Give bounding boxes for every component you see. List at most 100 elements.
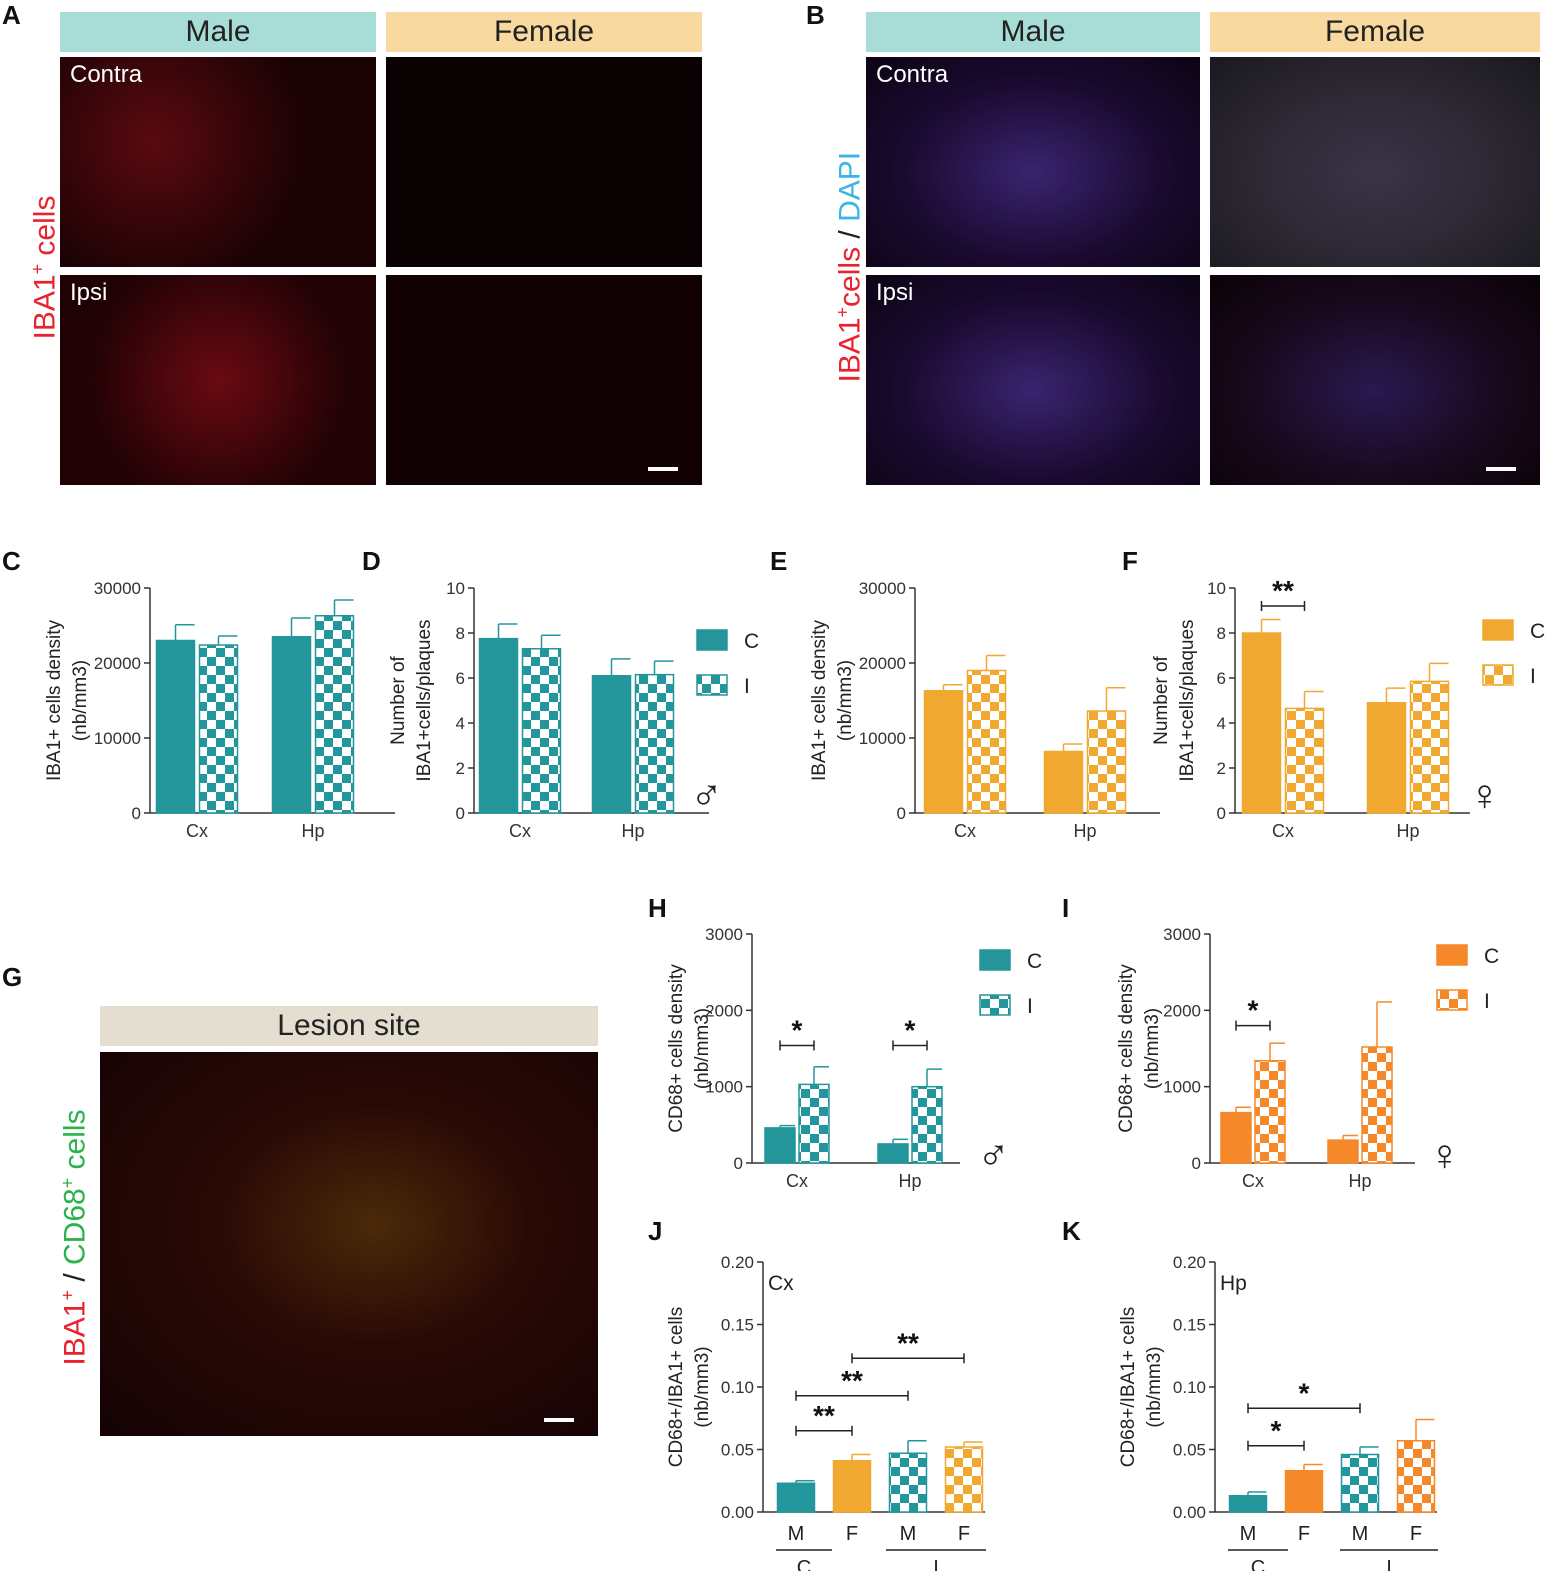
y-tick-label: 10000 (859, 729, 906, 748)
y-tick-label: 0 (132, 804, 141, 823)
y-axis-label: (nb/mm3) (70, 660, 91, 741)
bar (798, 1083, 830, 1164)
group-label: I (1386, 1557, 1392, 1571)
x-tick-label: M (1352, 1523, 1369, 1545)
bar (832, 1460, 872, 1513)
micrograph-a-male-ipsi: Ipsi (60, 275, 376, 485)
bar (1409, 680, 1450, 814)
legend-swatch (979, 994, 1011, 1016)
significance-label: * (792, 1014, 803, 1045)
bar (478, 637, 519, 814)
bar (1220, 1111, 1252, 1164)
chart-i: I 0 1000 2000 3000 CD68+ cells density (nb/mm3… (1062, 893, 1499, 1191)
y-tick-label: 0 (1217, 804, 1226, 823)
bar (764, 1127, 796, 1164)
bar (1284, 1470, 1324, 1513)
group-label: C (1251, 1557, 1265, 1571)
group-label: I (933, 1557, 939, 1571)
scale-bar (544, 1418, 574, 1422)
chart-e: E 0 10000 20000 30000 IBA1+ cells density (nb/… (770, 546, 1160, 841)
x-tick-label: Cx (509, 821, 531, 841)
legend-label: I (744, 675, 750, 698)
legend-label: C (744, 630, 759, 653)
micrograph-a-female-contra (386, 57, 702, 267)
x-tick-label: F (1298, 1523, 1310, 1545)
panel-letter-i: I (1062, 893, 1069, 923)
y-tick-label: 0.15 (721, 1316, 754, 1335)
panel-letter-d: D (362, 546, 381, 576)
panel-letter-g: G (2, 962, 23, 992)
legend-swatch (1482, 664, 1514, 686)
x-tick-label: Cx (786, 1171, 808, 1191)
panel-a-female-header: Female (386, 12, 702, 52)
bar (877, 1143, 909, 1164)
panel-letter-k: K (1062, 1216, 1081, 1246)
x-tick-label: F (1410, 1523, 1422, 1545)
y-tick-label: 20000 (94, 654, 141, 673)
significance-label: * (1271, 1415, 1282, 1446)
chart-d: D 0 2 4 6 8 10 Number of IBA1+cells/plaques Cx Hp C… (362, 546, 759, 841)
panel-letter-h: H (648, 893, 667, 923)
legend-label: I (1027, 995, 1033, 1018)
y-tick-label: 0 (734, 1154, 743, 1173)
y-tick-label: 0.10 (721, 1378, 754, 1397)
micrograph-a-female-ipsi (386, 275, 702, 485)
x-tick-label: M (1240, 1523, 1257, 1545)
bar (1228, 1495, 1268, 1513)
y-tick-label: 0.10 (1173, 1378, 1206, 1397)
micrograph-b-male-ipsi: Ipsi (866, 275, 1200, 485)
panel-b-female-header: Female (1210, 12, 1540, 52)
significance-label: ** (813, 1400, 835, 1431)
panel-b-ipsi-label: Ipsi (876, 279, 914, 306)
panel-b-contra-label: Contra (876, 61, 949, 88)
y-axis-label: IBA1+cells/plaques (1177, 619, 1198, 781)
x-tick-label: M (788, 1523, 805, 1545)
y-tick-label: 30000 (859, 579, 906, 598)
bar (888, 1452, 928, 1513)
bar (923, 690, 964, 814)
micrograph-b-female-ipsi (1210, 275, 1540, 485)
legend-label: C (1530, 620, 1545, 643)
sex-symbol: ♀ (1468, 771, 1501, 820)
sex-symbol: ♂ (977, 1131, 1010, 1180)
legend-swatch (1436, 944, 1468, 966)
y-tick-label: 2 (456, 759, 465, 778)
y-axis-label: IBA1+ cells density (809, 619, 830, 781)
bar (776, 1482, 816, 1513)
x-tick-label: Hp (301, 821, 324, 841)
bar (911, 1085, 943, 1164)
panel-letter-a: A (2, 0, 21, 30)
bar (1327, 1139, 1359, 1164)
x-tick-label: F (846, 1523, 858, 1545)
bar (591, 675, 632, 814)
y-tick-label: 8 (456, 624, 465, 643)
bar (634, 673, 675, 814)
y-tick-label: 10 (446, 579, 465, 598)
x-tick-label: Cx (954, 821, 976, 841)
y-tick-label: 20000 (859, 654, 906, 673)
y-tick-label: 0.20 (1173, 1253, 1206, 1272)
y-tick-label: 30000 (94, 579, 141, 598)
y-tick-label: 2000 (705, 1001, 743, 1020)
y-tick-label: 0.15 (1173, 1316, 1206, 1335)
y-tick-label: 3000 (1163, 925, 1201, 944)
panel-letter-e: E (770, 546, 787, 576)
y-axis-label: (nb/mm3) (1142, 1008, 1163, 1089)
y-tick-label: 0.00 (1173, 1503, 1206, 1522)
chart-c: C 0 10000 20000 30000 IBA1+ cells density (nb/… (2, 546, 395, 841)
x-tick-label: Cx (186, 821, 208, 841)
y-tick-label: 1000 (705, 1078, 743, 1097)
x-tick-label: Cx (1242, 1171, 1264, 1191)
legend-label: C (1027, 950, 1042, 973)
region-annotation: Hp (1220, 1272, 1247, 1295)
panel-letter-f: F (1122, 546, 1138, 576)
y-tick-label: 6 (1217, 669, 1226, 688)
panel-letter-j: J (648, 1216, 662, 1246)
y-tick-label: 0.05 (721, 1441, 754, 1460)
chart-k: K 0.00 0.05 0.10 0.15 0.20 CD68+/IBA1+ cells (n… (1062, 1216, 1438, 1571)
bar (198, 644, 239, 814)
y-axis-label: CD68+ cells density (1116, 964, 1137, 1133)
y-tick-label: 10000 (94, 729, 141, 748)
y-axis-label: CD68+ cells density (666, 964, 687, 1133)
